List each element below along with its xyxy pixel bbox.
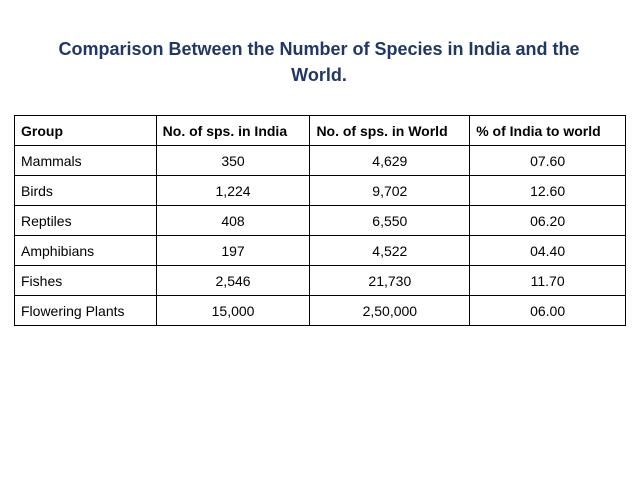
cell-percent: 11.70 (469, 265, 626, 296)
table-row: Mammals 350 4,629 07.60 (14, 145, 626, 176)
column-header-group: Group (14, 115, 157, 146)
cell-group: Amphibians (14, 235, 157, 266)
cell-india: 15,000 (155, 295, 311, 326)
table-row: Amphibians 197 4,522 04.40 (14, 235, 626, 266)
table-row: Reptiles 408 6,550 06.20 (14, 205, 626, 236)
cell-percent: 04.40 (469, 235, 626, 266)
cell-india: 408 (155, 205, 311, 236)
column-header-world: No. of sps. in World (309, 115, 471, 146)
cell-percent: 06.00 (469, 295, 626, 326)
cell-india: 1,224 (155, 175, 311, 206)
page-title: Comparison Between the Number of Species… (58, 39, 580, 85)
cell-group: Flowering Plants (14, 295, 157, 326)
cell-india: 2,546 (155, 265, 311, 296)
species-comparison-table: Group No. of sps. in India No. of sps. i… (14, 115, 626, 326)
cell-group: Birds (14, 175, 157, 206)
table-header-row: Group No. of sps. in India No. of sps. i… (14, 115, 626, 146)
cell-group: Mammals (14, 145, 157, 176)
cell-group: Reptiles (14, 205, 157, 236)
table-row: Fishes 2,546 21,730 11.70 (14, 265, 626, 296)
cell-world: 2,50,000 (309, 295, 471, 326)
cell-world: 6,550 (309, 205, 471, 236)
cell-percent: 12.60 (469, 175, 626, 206)
cell-india: 197 (155, 235, 311, 266)
cell-world: 9,702 (309, 175, 471, 206)
cell-world: 21,730 (309, 265, 471, 296)
cell-world: 4,629 (309, 145, 471, 176)
column-header-india: No. of sps. in India (155, 115, 311, 146)
table-row: Birds 1,224 9,702 12.60 (14, 175, 626, 206)
cell-group: Fishes (14, 265, 157, 296)
column-header-percent: % of India to world (469, 115, 626, 146)
table-row: Flowering Plants 15,000 2,50,000 06.00 (14, 295, 626, 326)
cell-percent: 07.60 (469, 145, 626, 176)
cell-percent: 06.20 (469, 205, 626, 236)
cell-india: 350 (155, 145, 311, 176)
cell-world: 4,522 (309, 235, 471, 266)
